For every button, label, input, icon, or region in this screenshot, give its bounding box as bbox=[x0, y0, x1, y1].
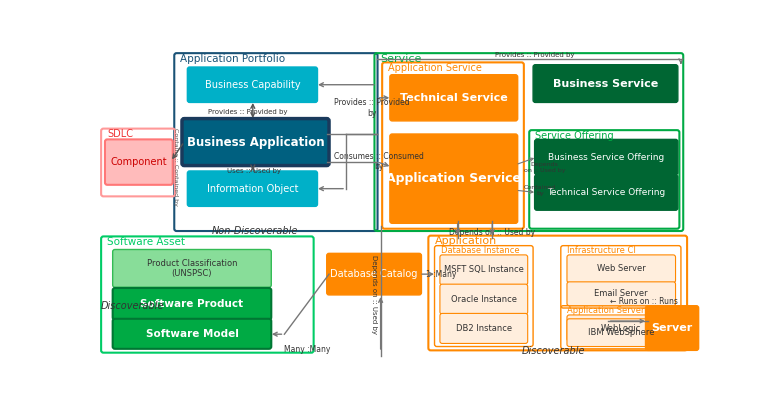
FancyBboxPatch shape bbox=[105, 139, 173, 185]
Text: Product Classification
(UNSPSC): Product Classification (UNSPSC) bbox=[147, 259, 237, 278]
Text: Non-Discoverable: Non-Discoverable bbox=[212, 226, 298, 236]
Text: Information Object: Information Object bbox=[207, 183, 298, 194]
Text: Business Service Offering: Business Service Offering bbox=[548, 152, 665, 162]
Text: Discoverable: Discoverable bbox=[101, 301, 165, 311]
FancyBboxPatch shape bbox=[646, 306, 699, 350]
Text: Contains :: Contained by: Contains :: Contained by bbox=[173, 128, 177, 206]
FancyBboxPatch shape bbox=[567, 315, 676, 341]
Text: Application Service: Application Service bbox=[388, 63, 482, 73]
Text: Technical Service: Technical Service bbox=[400, 93, 508, 103]
Text: Database Catalog: Database Catalog bbox=[330, 269, 418, 279]
Text: Application Server: Application Server bbox=[567, 306, 644, 316]
FancyBboxPatch shape bbox=[326, 254, 422, 295]
Text: Business Capability: Business Capability bbox=[205, 80, 300, 90]
FancyBboxPatch shape bbox=[112, 250, 271, 287]
Text: Discoverable: Discoverable bbox=[522, 346, 586, 356]
FancyBboxPatch shape bbox=[567, 255, 676, 283]
FancyBboxPatch shape bbox=[182, 119, 329, 166]
FancyBboxPatch shape bbox=[535, 175, 678, 210]
Text: Many :Many: Many :Many bbox=[284, 345, 330, 354]
Text: Provides :: Provided by: Provides :: Provided by bbox=[495, 53, 574, 59]
Text: Depends
on :: Used by: Depends on :: Used by bbox=[524, 162, 565, 173]
Text: Depends on :: Used by: Depends on :: Used by bbox=[371, 255, 376, 334]
Text: Business Service: Business Service bbox=[553, 78, 658, 89]
Text: IBM WebSphere: IBM WebSphere bbox=[588, 328, 654, 337]
Text: DB2 Instance: DB2 Instance bbox=[456, 324, 512, 333]
Text: Provides :: Provided
by: Provides :: Provided by bbox=[334, 98, 410, 117]
Text: Software Product: Software Product bbox=[141, 299, 244, 309]
Text: Application Portfolio: Application Portfolio bbox=[180, 54, 286, 64]
Text: Service Offering: Service Offering bbox=[536, 131, 614, 141]
FancyBboxPatch shape bbox=[440, 313, 528, 343]
Text: Technical Service Offering: Technical Service Offering bbox=[547, 188, 665, 197]
FancyBboxPatch shape bbox=[112, 288, 271, 320]
FancyBboxPatch shape bbox=[535, 139, 678, 175]
FancyBboxPatch shape bbox=[440, 284, 528, 314]
Text: Infrastructure CI: Infrastructure CI bbox=[567, 246, 636, 256]
Text: Email Server: Email Server bbox=[594, 289, 648, 298]
Text: ← Runs on :: Runs: ← Runs on :: Runs bbox=[610, 297, 678, 306]
Text: Provides :: Provided by: Provides :: Provided by bbox=[209, 109, 288, 115]
Text: Application: Application bbox=[434, 236, 497, 246]
FancyBboxPatch shape bbox=[567, 282, 676, 306]
Text: MSFT SQL Instance: MSFT SQL Instance bbox=[444, 265, 524, 274]
Text: Consumes :: Consumed
by: Consumes :: Consumed by bbox=[334, 152, 424, 172]
FancyBboxPatch shape bbox=[390, 75, 518, 121]
Text: Software Model: Software Model bbox=[145, 329, 238, 339]
FancyBboxPatch shape bbox=[112, 319, 271, 349]
Text: Depends on :: Used by: Depends on :: Used by bbox=[449, 228, 535, 237]
FancyBboxPatch shape bbox=[390, 134, 518, 223]
FancyBboxPatch shape bbox=[567, 319, 676, 347]
Text: Database Instance: Database Instance bbox=[440, 246, 519, 256]
Text: Oracle Instance: Oracle Instance bbox=[451, 295, 517, 304]
FancyBboxPatch shape bbox=[187, 67, 318, 102]
Text: 1 :Many: 1 :Many bbox=[426, 270, 456, 279]
Text: Application Service: Application Service bbox=[387, 172, 521, 185]
FancyBboxPatch shape bbox=[533, 65, 678, 102]
FancyBboxPatch shape bbox=[187, 171, 318, 207]
Text: Server: Server bbox=[651, 323, 693, 333]
Text: Contained
by: Contained by bbox=[524, 185, 556, 195]
Text: Service: Service bbox=[380, 54, 422, 64]
FancyBboxPatch shape bbox=[440, 255, 528, 285]
Text: Uses :: Used by: Uses :: Used by bbox=[226, 168, 280, 174]
Text: Web Server: Web Server bbox=[597, 264, 646, 273]
Text: Component: Component bbox=[111, 157, 167, 167]
Text: WebLogic: WebLogic bbox=[601, 324, 641, 333]
Text: Business Application: Business Application bbox=[187, 136, 324, 148]
Text: Software Asset: Software Asset bbox=[107, 237, 185, 247]
Text: SDLC: SDLC bbox=[107, 129, 134, 139]
